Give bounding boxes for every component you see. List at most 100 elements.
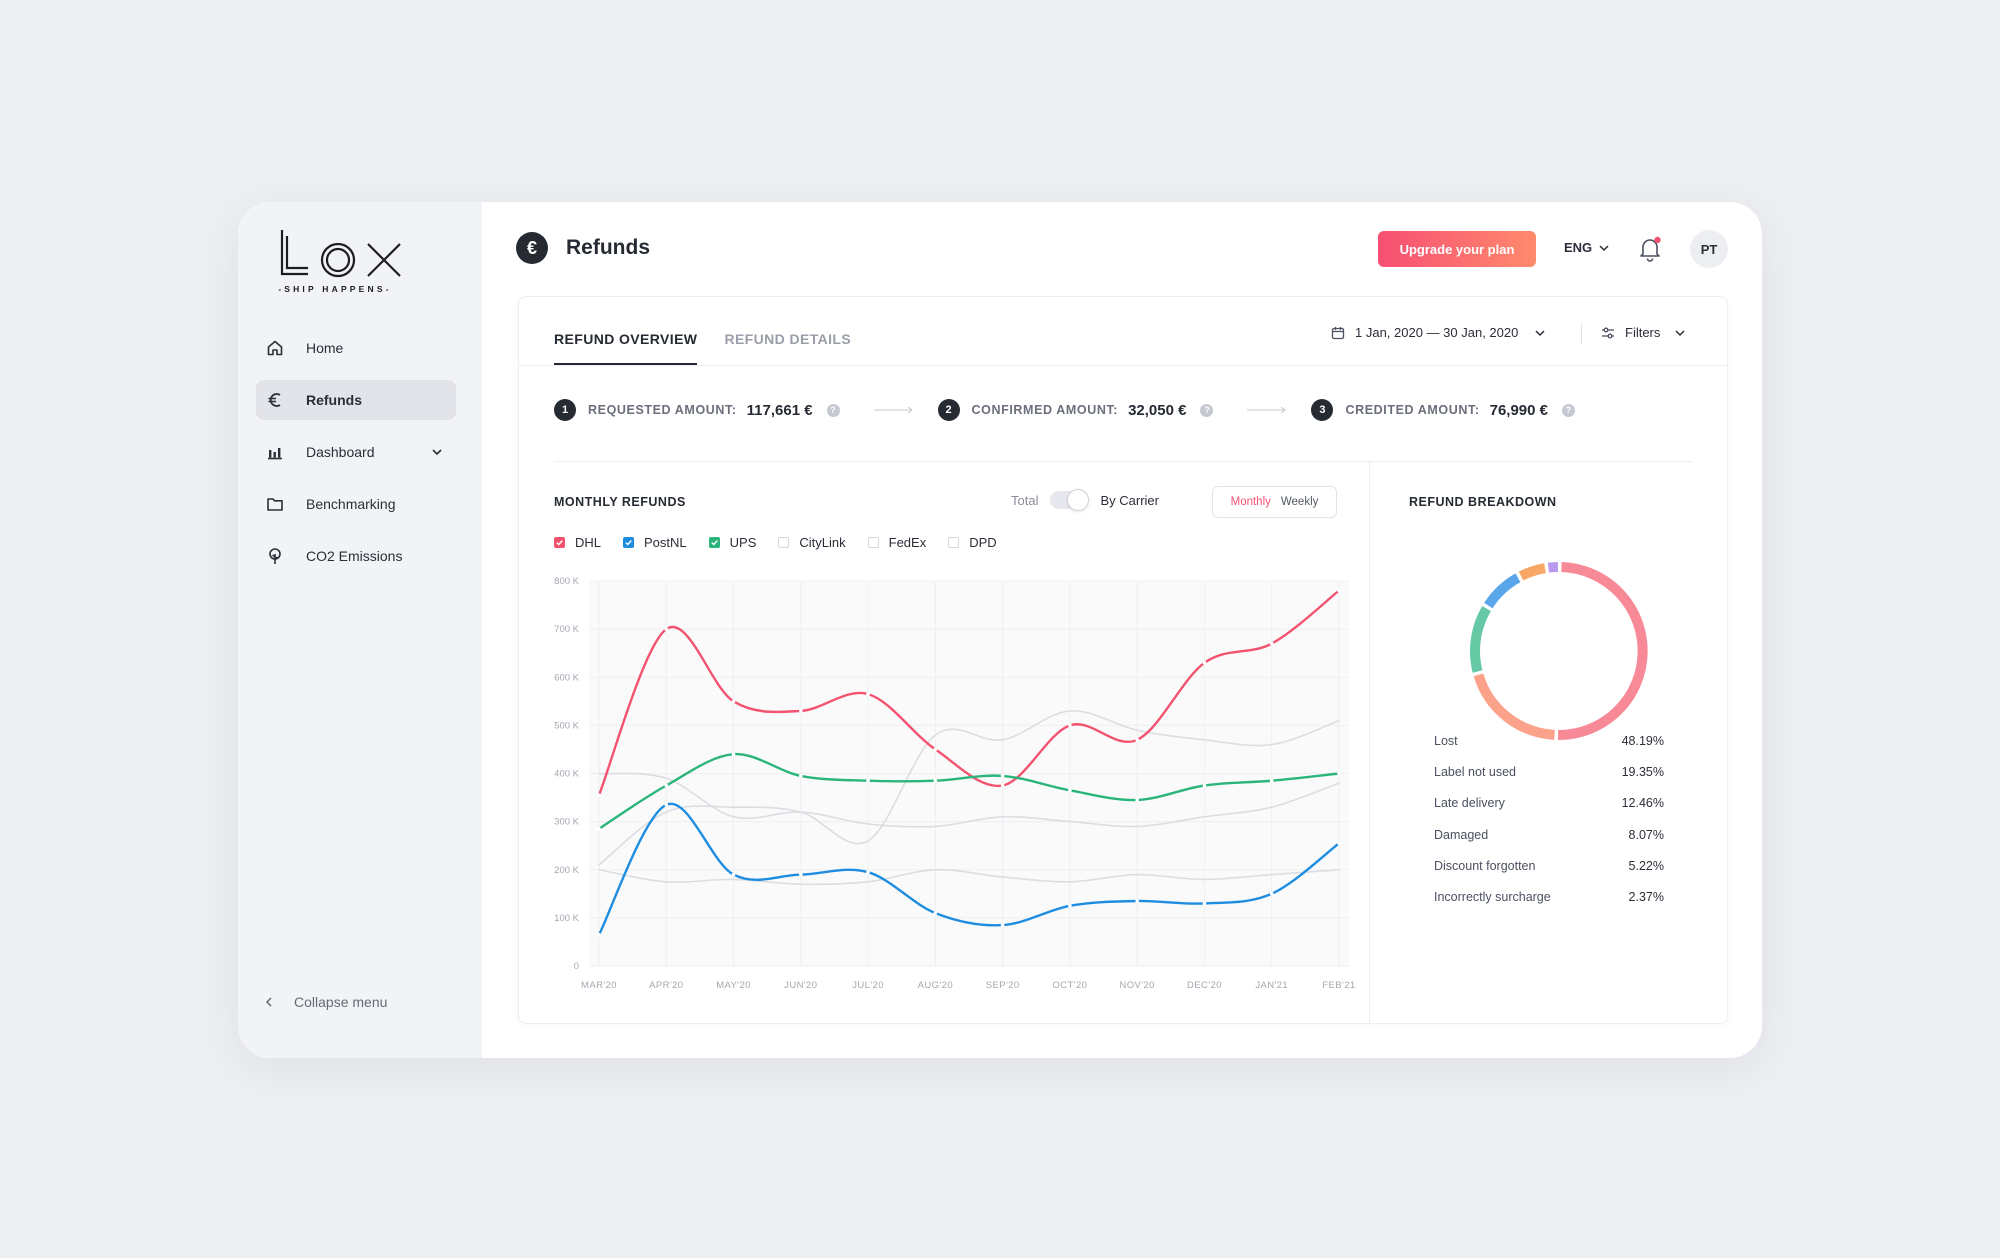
checkbox-checked-icon — [554, 537, 565, 548]
toggle-total-label: Total — [1011, 492, 1039, 508]
chevron-left-icon — [265, 997, 272, 1007]
donut-slice-damaged[interactable] — [1484, 573, 1521, 609]
donut-slice-lost[interactable] — [1558, 562, 1648, 740]
series-line-fedex — [598, 772, 1340, 828]
y-tick-label: 700 K — [554, 624, 579, 635]
total-carrier-toggle[interactable] — [1050, 489, 1090, 511]
upgrade-plan-button[interactable]: Upgrade your plan — [1378, 231, 1536, 267]
legend-ups[interactable]: UPS — [708, 535, 756, 550]
toggle-knob — [1067, 489, 1090, 511]
breakdown-list: Lost 48.19% Label not used 19.35% Late del… — [1434, 725, 1664, 913]
chevron-down-icon — [1599, 244, 1609, 251]
home-icon — [267, 340, 283, 356]
checkbox-unchecked-icon — [867, 537, 879, 548]
series-line-dpd — [598, 868, 1340, 886]
breakdown-label: Label not used — [1434, 764, 1517, 779]
breakdown-label: Damaged — [1434, 827, 1489, 842]
sidebar-item-benchmarking[interactable]: Benchmarking — [256, 484, 456, 524]
sidebar-item-co2-emissions[interactable]: CO2 Emissions — [256, 536, 456, 576]
data-point-ups — [664, 783, 669, 788]
lox-logo[interactable] — [276, 228, 406, 300]
data-point-postnl — [1000, 923, 1005, 927]
donut-slice-late-delivery[interactable] — [1470, 606, 1491, 673]
sidebar-item-label: CO2 Emissions — [306, 548, 403, 564]
data-point-postnl — [866, 870, 870, 874]
data-point-postnl — [664, 802, 669, 807]
data-point-ups — [799, 774, 803, 778]
step-number: 3 — [1311, 399, 1334, 421]
legend-fedex[interactable]: FedEx — [867, 535, 926, 550]
data-point-dhl — [799, 709, 803, 713]
y-tick-label: 300 K — [554, 817, 579, 828]
sidebar-item-home[interactable]: Home — [256, 328, 456, 368]
refund-breakdown-donut — [1470, 562, 1648, 740]
donut-slice-discount-forgotten[interactable] — [1518, 563, 1546, 581]
legend-label: DHL — [575, 535, 602, 550]
data-point-ups — [1000, 774, 1005, 778]
tab-refund-details[interactable]: REFUND DETAILS — [724, 331, 852, 347]
divider — [1581, 323, 1582, 345]
avatar[interactable]: PT — [1690, 230, 1728, 268]
monthly-refunds-title: MONTHLY REFUNDS — [554, 495, 686, 509]
breakdown-value: 48.19% — [1621, 733, 1664, 748]
period-weekly-option[interactable]: Weekly — [1280, 496, 1319, 508]
help-icon[interactable]: ? — [826, 403, 840, 417]
app-window: -SHIP HAPPENS- Home Refunds Dashboard Be… — [238, 202, 1762, 1058]
divider — [519, 365, 1727, 366]
collapse-menu-button[interactable]: Collapse menu — [264, 994, 387, 1010]
breakdown-value: 2.37% — [1628, 890, 1664, 905]
breakdown-label: Late delivery — [1434, 796, 1505, 811]
data-point-postnl — [597, 932, 601, 937]
data-point-postnl — [1068, 904, 1072, 908]
donut-slice-label-not-used[interactable] — [1473, 673, 1555, 740]
language-selector[interactable]: ENG — [1564, 240, 1610, 255]
data-point-dhl — [933, 747, 938, 752]
sidebar: -SHIP HAPPENS- Home Refunds Dashboard Be… — [238, 202, 482, 1058]
collapse-menu-label: Collapse menu — [294, 994, 388, 1010]
data-point-dhl — [1337, 588, 1341, 593]
y-tick-label: 600 K — [554, 672, 579, 683]
list-item: Incorrectly surcharge 2.37% — [1434, 881, 1664, 912]
x-tick-label: APR'20 — [649, 980, 683, 991]
logo-tagline: -SHIP HAPPENS- — [278, 284, 392, 294]
data-point-ups — [866, 778, 870, 783]
legend-label: CityLink — [799, 535, 846, 550]
date-range-label: 1 Jan, 2020 — 30 Jan, 2020 — [1355, 325, 1519, 340]
period-monthly-option[interactable]: Monthly — [1230, 496, 1271, 508]
data-point-postnl — [799, 872, 803, 877]
chevron-down-icon — [432, 449, 442, 456]
breakdown-value: 12.46% — [1621, 796, 1664, 811]
series-line-citylink — [598, 710, 1340, 866]
monthly-refunds-chart: 0 100 K 200 K 300 K 400 K 500 K 600 K 700 K 800 … — [554, 576, 1355, 991]
breakdown-value: 5.22% — [1628, 858, 1664, 873]
help-icon[interactable]: ? — [1562, 403, 1575, 417]
x-tick-label: AUG'20 — [918, 980, 953, 991]
tab-refund-overview[interactable]: REFUND OVERVIEW — [554, 297, 698, 365]
step-value: 117,661 € — [746, 401, 813, 419]
calendar-icon — [1331, 326, 1345, 339]
filters-dropdown[interactable]: Filters — [1601, 325, 1686, 340]
help-icon[interactable]: ? — [1200, 403, 1214, 417]
x-tick-label: MAY'20 — [716, 980, 751, 991]
sidebar-item-label: Home — [306, 340, 344, 356]
x-tick-label: DEC'20 — [1187, 980, 1222, 991]
notification-bell-icon[interactable] — [1638, 236, 1662, 262]
legend-citylink[interactable]: CityLink — [778, 535, 846, 550]
date-range-picker[interactable]: 1 Jan, 2020 — 30 Jan, 2020 — [1331, 325, 1546, 340]
data-point-postnl — [1202, 901, 1207, 906]
sidebar-item-refunds[interactable]: Refunds — [256, 380, 456, 420]
x-tick-label: JUL'20 — [852, 980, 884, 991]
y-tick-label: 800 K — [554, 576, 579, 587]
sidebar-item-dashboard[interactable]: Dashboard — [256, 432, 456, 472]
legend-dhl[interactable]: DHL — [554, 535, 601, 550]
breakdown-value: 8.07% — [1628, 827, 1664, 842]
donut-slice-incorrectly-surcharge[interactable] — [1547, 562, 1559, 573]
legend-postnl[interactable]: PostNL — [623, 535, 687, 550]
step-number: 1 — [554, 399, 576, 421]
arrow-right-icon — [873, 406, 913, 414]
series-line-ups — [597, 752, 1341, 831]
euro-badge-icon: € — [516, 232, 548, 264]
tree-icon — [269, 548, 281, 564]
filters-label: Filters — [1625, 325, 1661, 340]
legend-dpd[interactable]: DPD — [948, 535, 997, 550]
